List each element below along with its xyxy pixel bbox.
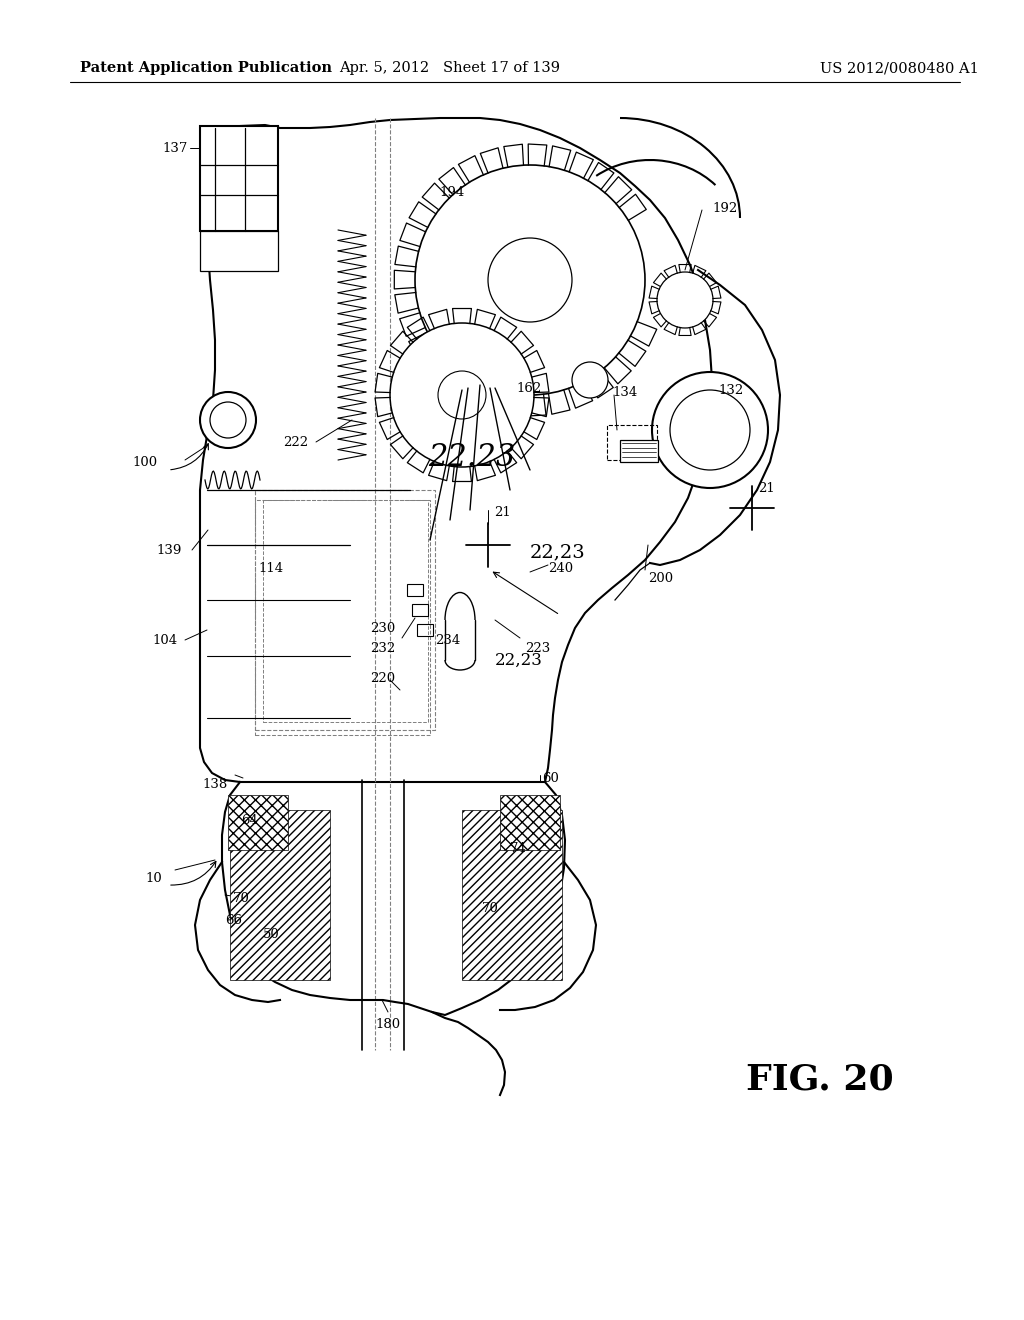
Bar (412, 605, 428, 616)
Text: 223: 223 (525, 642, 550, 655)
Circle shape (572, 362, 608, 399)
Text: 104: 104 (153, 634, 178, 647)
Circle shape (652, 372, 768, 488)
Text: 194: 194 (439, 186, 465, 198)
Text: 21: 21 (758, 482, 775, 495)
Text: 162: 162 (517, 381, 542, 395)
Bar (228, 795, 288, 850)
Bar (462, 810, 562, 979)
Bar (200, 125, 278, 231)
Text: 137: 137 (163, 141, 188, 154)
Text: 114: 114 (258, 561, 283, 574)
Bar (255, 500, 430, 735)
Text: Apr. 5, 2012   Sheet 17 of 139: Apr. 5, 2012 Sheet 17 of 139 (340, 61, 560, 75)
Text: 234: 234 (435, 634, 460, 647)
Text: 10: 10 (145, 871, 162, 884)
Text: Patent Application Publication: Patent Application Publication (80, 61, 332, 75)
Bar (263, 500, 428, 722)
Text: 21: 21 (494, 506, 511, 519)
Bar (607, 425, 657, 459)
Text: 230: 230 (370, 622, 395, 635)
Text: 192: 192 (712, 202, 737, 214)
Text: 70: 70 (233, 891, 250, 904)
Bar (417, 624, 433, 636)
Text: 60: 60 (542, 771, 559, 784)
Text: 138: 138 (203, 779, 228, 792)
Text: 139: 139 (157, 544, 182, 557)
Text: 66: 66 (225, 913, 242, 927)
Bar (255, 490, 435, 730)
Text: 100: 100 (133, 455, 158, 469)
Bar (230, 810, 330, 979)
Text: 180: 180 (376, 1019, 400, 1031)
Text: 74: 74 (510, 842, 527, 854)
Circle shape (657, 272, 713, 327)
Text: 22.23: 22.23 (428, 442, 516, 474)
Text: 70: 70 (482, 902, 499, 915)
Circle shape (200, 392, 256, 447)
Text: 64: 64 (241, 813, 258, 826)
Text: 220: 220 (370, 672, 395, 685)
Text: US 2012/0080480 A1: US 2012/0080480 A1 (820, 61, 979, 75)
Bar (500, 795, 560, 850)
Text: 22,23: 22,23 (530, 543, 586, 561)
Text: 240: 240 (548, 561, 573, 574)
Circle shape (390, 323, 534, 467)
Text: 132: 132 (718, 384, 743, 396)
Text: 22,23: 22,23 (495, 652, 543, 668)
Text: 134: 134 (612, 385, 637, 399)
Circle shape (415, 165, 645, 395)
Bar (407, 583, 423, 597)
Text: 222: 222 (283, 436, 308, 449)
Text: 50: 50 (263, 928, 280, 941)
Text: 232: 232 (370, 642, 395, 655)
Bar (200, 231, 278, 271)
Text: FIG. 20: FIG. 20 (746, 1063, 894, 1097)
Text: 200: 200 (648, 572, 673, 585)
Bar (620, 440, 658, 462)
